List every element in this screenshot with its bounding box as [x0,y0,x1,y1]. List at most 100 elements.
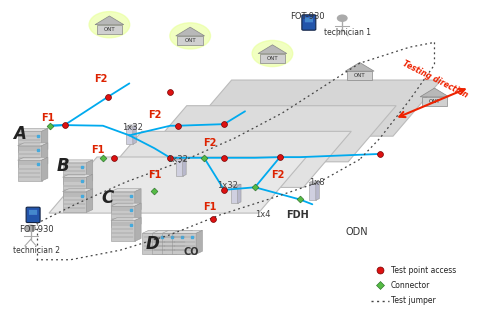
Polygon shape [126,127,133,144]
Text: D: D [146,235,160,253]
Text: ONT: ONT [104,27,115,32]
Polygon shape [133,125,136,144]
Polygon shape [260,53,285,63]
Text: Test jumper: Test jumper [390,296,436,305]
Circle shape [170,23,210,49]
Polygon shape [18,146,42,166]
Text: CO: CO [184,247,199,257]
Polygon shape [135,189,141,213]
Polygon shape [111,221,135,241]
Polygon shape [420,88,449,97]
Polygon shape [86,160,92,184]
Polygon shape [230,184,241,186]
FancyBboxPatch shape [302,15,316,30]
Polygon shape [346,62,374,71]
Text: 1x32: 1x32 [217,181,238,190]
FancyBboxPatch shape [28,209,38,215]
Polygon shape [111,203,141,206]
Text: Test point access: Test point access [390,266,456,275]
Polygon shape [138,106,396,162]
Polygon shape [176,27,204,36]
Polygon shape [86,174,92,198]
Polygon shape [316,181,320,200]
Text: F2: F2 [148,109,162,119]
Text: technician 2: technician 2 [13,246,60,255]
Polygon shape [422,97,447,106]
Polygon shape [176,231,182,254]
Polygon shape [111,192,135,213]
Polygon shape [18,157,48,160]
Polygon shape [18,160,42,181]
Text: F1: F1 [204,203,217,213]
Text: ODN: ODN [346,227,368,237]
Text: Testing direction: Testing direction [402,59,469,99]
Polygon shape [62,174,92,177]
Polygon shape [42,143,48,166]
Polygon shape [95,16,124,25]
Text: F1: F1 [91,145,104,155]
Text: FOT-930: FOT-930 [20,225,54,234]
Polygon shape [62,160,92,163]
Polygon shape [172,233,196,254]
Polygon shape [111,206,135,227]
Text: B: B [56,157,70,175]
Polygon shape [172,231,203,233]
Polygon shape [18,128,48,131]
Polygon shape [258,45,287,53]
Polygon shape [62,189,92,192]
Text: F2: F2 [270,170,284,180]
Polygon shape [176,159,182,176]
Polygon shape [18,131,42,152]
Circle shape [26,225,36,231]
Circle shape [89,12,130,38]
Polygon shape [126,125,136,127]
Text: FDH: FDH [286,210,308,220]
Polygon shape [86,189,92,213]
Polygon shape [238,184,241,204]
Polygon shape [111,218,141,221]
Text: F1: F1 [42,113,55,123]
Text: ONT: ONT [428,99,440,104]
Polygon shape [62,177,86,198]
Polygon shape [142,231,172,233]
Polygon shape [152,231,182,233]
Circle shape [338,15,347,21]
Text: ONT: ONT [354,73,366,78]
Polygon shape [182,157,186,176]
Text: 1x32: 1x32 [168,155,188,164]
Circle shape [252,41,293,67]
Text: F1: F1 [148,170,162,180]
Polygon shape [94,131,351,187]
Polygon shape [152,233,176,254]
Text: 1x32: 1x32 [122,123,144,132]
Polygon shape [62,163,86,184]
Polygon shape [196,231,202,254]
Text: ONT: ONT [266,56,278,61]
Polygon shape [230,186,237,204]
Polygon shape [18,143,48,146]
Text: 1x4: 1x4 [254,210,270,219]
Polygon shape [347,71,372,80]
Text: 1x8: 1x8 [310,178,325,187]
Polygon shape [176,157,186,159]
Text: ONT: ONT [184,38,196,43]
Polygon shape [142,233,166,254]
Text: A: A [13,125,26,143]
Text: Connector: Connector [390,281,430,290]
Polygon shape [135,218,141,241]
Text: F2: F2 [94,74,107,84]
FancyBboxPatch shape [26,207,40,223]
Polygon shape [178,36,203,45]
Polygon shape [309,183,316,200]
Polygon shape [42,128,48,152]
FancyBboxPatch shape [304,17,314,23]
Polygon shape [62,192,86,213]
Polygon shape [309,181,320,183]
Text: C: C [102,189,114,207]
Text: FOT-930: FOT-930 [290,12,324,21]
Polygon shape [162,231,192,233]
Polygon shape [49,157,306,213]
Polygon shape [96,25,122,34]
Polygon shape [111,189,141,192]
Text: technician 1: technician 1 [324,28,370,37]
